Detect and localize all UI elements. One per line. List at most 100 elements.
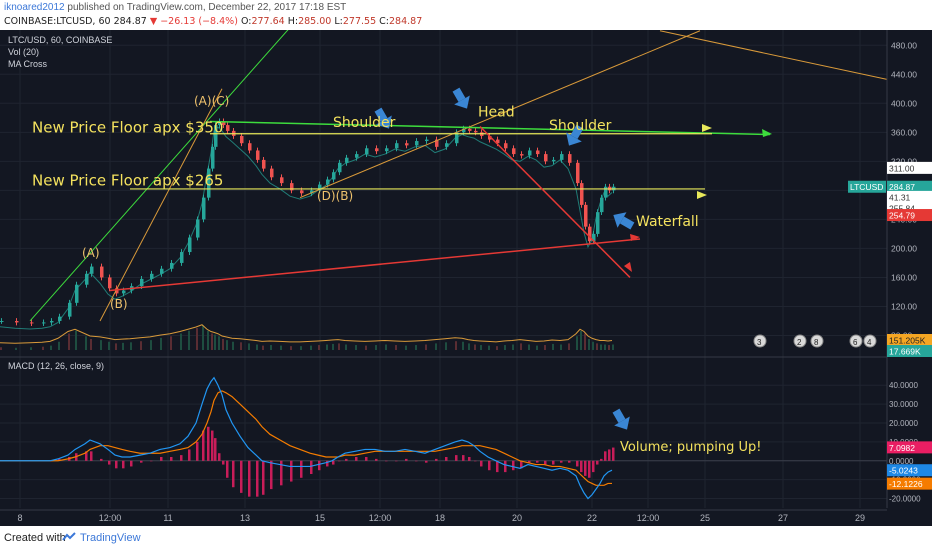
volume-bar: [326, 344, 328, 350]
time-tick-label: 12:00: [637, 513, 660, 523]
open-label: O:: [240, 16, 252, 27]
candle-body: [248, 143, 252, 151]
candle-body: [140, 278, 144, 287]
macd-tick-label: 40.0000: [889, 381, 918, 390]
macd-histogram-bar: [588, 460, 591, 478]
macd-histogram-bar: [496, 460, 499, 473]
macd-tick-label: 20.0000: [889, 419, 918, 428]
volume-bar: [580, 330, 582, 350]
volume-bar: [435, 343, 437, 350]
volume-bar: [218, 336, 220, 350]
event-marker-circle: [753, 334, 767, 348]
candle-body: [580, 183, 584, 205]
macd-histogram-bar: [512, 460, 515, 471]
macd-histogram-bar: [218, 453, 221, 461]
volume-bar: [248, 343, 250, 350]
time-tick-label: 29: [855, 513, 865, 523]
event-marker-icon[interactable]: 6: [849, 334, 863, 348]
macd-axis-tag-text: -5.0243: [889, 466, 918, 476]
candlestick-series: [0, 118, 616, 330]
volume-bar: [207, 330, 209, 350]
volume-bars: [0, 324, 614, 350]
candle-body: [584, 204, 588, 227]
macd-histogram-bar: [85, 451, 88, 461]
macd-histogram-bar: [365, 457, 368, 461]
high-label: H:: [287, 16, 299, 27]
candle-body: [290, 183, 294, 191]
macd-histogram-bar: [300, 460, 303, 478]
volume-bar: [365, 345, 367, 350]
candle-body: [365, 148, 369, 155]
event-marker-icon[interactable]: 8: [810, 334, 824, 348]
volume-bar: [395, 345, 397, 350]
grid-lines: [0, 30, 887, 508]
event-marker-icon[interactable]: 4: [863, 334, 877, 348]
volume-bar: [310, 345, 312, 350]
tradingview-brand-link[interactable]: TradingView: [80, 532, 141, 544]
low-value: 277.55: [342, 16, 377, 27]
macd-histogram-bar: [504, 460, 507, 473]
macd-histogram-bar: [544, 460, 547, 465]
candle-body: [202, 197, 206, 220]
volume-axis-tag-bg: [887, 334, 932, 346]
macd-histogram-bar: [425, 460, 428, 463]
price-axis-tag: 284.87: [887, 180, 932, 193]
macd-histogram-bar: [528, 460, 531, 463]
arrowhead-350: [702, 124, 712, 132]
volume-bar: [30, 347, 32, 350]
volume-bar: [576, 336, 578, 350]
candle-body: [355, 154, 359, 158]
candle-body: [226, 125, 230, 131]
candle-body: [488, 135, 492, 140]
macd-line: [0, 376, 613, 500]
volume-bar: [58, 341, 60, 350]
event-marker-icon[interactable]: 3: [753, 334, 767, 348]
candle-body: [108, 277, 112, 289]
macd-histogram-bar: [584, 460, 587, 476]
volume-bar: [496, 346, 498, 350]
macd-tick-label: -20.0000: [889, 495, 921, 504]
tradingview-logo-icon: [62, 532, 76, 541]
time-tick-label: 12:00: [369, 513, 392, 523]
candle-body: [544, 154, 548, 162]
candle-body: [218, 121, 222, 126]
candle-body: [318, 184, 322, 191]
volume-bar: [528, 344, 530, 350]
candle-body: [568, 154, 572, 163]
candle-body: [122, 290, 126, 294]
candle-body: [100, 266, 104, 278]
volume-bar: [240, 342, 242, 350]
symbol-price-tag-text: LTCUSD: [850, 182, 883, 192]
candle-body: [85, 273, 89, 285]
macd-histogram-bar: [140, 460, 143, 463]
author-link[interactable]: iknoared2012: [4, 2, 65, 13]
volume-bar: [544, 345, 546, 350]
candle-body: [385, 148, 389, 152]
volume-bar: [226, 340, 228, 350]
volume-bar: [520, 343, 522, 350]
volume-bar: [211, 333, 213, 350]
price-axis-tag-text: 311.00: [889, 163, 915, 173]
macd-histogram-bar: [580, 460, 583, 473]
macd-histogram-bar: [270, 460, 273, 490]
candle-body: [474, 130, 478, 133]
macd-histogram-bar: [455, 455, 458, 461]
volume-bar: [75, 330, 77, 350]
candle-body: [0, 320, 4, 322]
volume-bar: [592, 341, 594, 350]
event-marker-icon[interactable]: 2: [793, 334, 807, 348]
volume-bar: [214, 334, 216, 350]
candle-body: [15, 320, 19, 323]
candle-body: [496, 139, 500, 144]
volume-bar: [280, 345, 282, 350]
price-tick-label: 400.00: [891, 98, 917, 108]
shoulder-left-arrow-icon: [374, 107, 392, 129]
chart-canvas[interactable]: New Price Floor apx $350 New Price Floor …: [0, 30, 932, 526]
candle-body: [222, 121, 226, 126]
volume-bar: [150, 340, 152, 350]
volume-bar: [355, 345, 357, 350]
macd-histogram-bar: [310, 460, 313, 474]
event-marker-circle: [810, 334, 824, 348]
macd-axis-tag-bg: [887, 464, 932, 477]
volume-bar: [415, 345, 417, 350]
